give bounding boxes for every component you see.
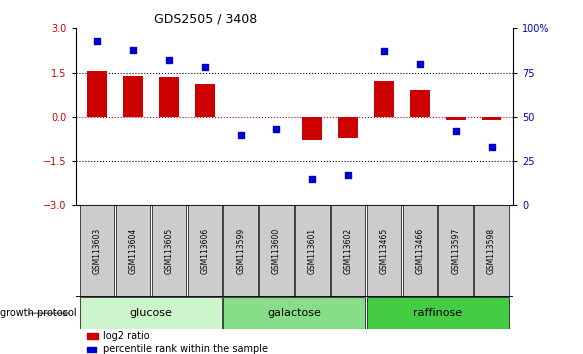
Bar (338, 117, 358, 138)
Bar (303, 117, 322, 140)
Point (451, 128, 461, 134)
Point (93, 38, 102, 44)
Text: GSM113603: GSM113603 (93, 228, 102, 274)
Point (128, 47, 138, 52)
Text: growth protocol: growth protocol (0, 308, 76, 318)
Point (236, 132, 245, 137)
Text: log2 ratio: log2 ratio (103, 331, 149, 341)
Bar (123, 75, 143, 117)
Bar (475, 205, 509, 297)
Bar (482, 117, 501, 120)
Point (164, 57, 174, 63)
Bar (331, 205, 366, 297)
Bar (159, 77, 179, 117)
Bar (446, 117, 466, 120)
Bar (188, 205, 222, 297)
Bar (116, 205, 150, 297)
Text: GSM113599: GSM113599 (236, 228, 245, 274)
Bar (80, 297, 222, 329)
Bar (195, 84, 215, 117)
Bar (223, 205, 258, 297)
Text: percentile rank within the sample: percentile rank within the sample (103, 344, 268, 354)
Text: GSM113602: GSM113602 (343, 228, 353, 274)
Bar (410, 90, 430, 117)
Text: GSM113597: GSM113597 (451, 228, 460, 274)
Point (380, 48, 389, 54)
Text: galactose: galactose (268, 308, 321, 318)
Bar (367, 205, 401, 297)
Point (308, 176, 317, 182)
Text: raffinose: raffinose (413, 308, 462, 318)
Text: GSM113601: GSM113601 (308, 228, 317, 274)
Point (487, 144, 496, 150)
Bar (295, 205, 329, 297)
Bar (80, 205, 114, 297)
Bar (152, 205, 186, 297)
Text: GDS2505 / 3408: GDS2505 / 3408 (154, 13, 258, 26)
Text: GSM113465: GSM113465 (380, 228, 388, 274)
Text: GSM113604: GSM113604 (129, 228, 138, 274)
Text: GSM113598: GSM113598 (487, 228, 496, 274)
Bar (223, 297, 366, 329)
Text: glucose: glucose (129, 308, 173, 318)
Bar (259, 205, 294, 297)
Text: GSM113466: GSM113466 (415, 228, 424, 274)
Point (343, 172, 353, 178)
Text: GSM113600: GSM113600 (272, 228, 281, 274)
Text: GSM113605: GSM113605 (164, 228, 174, 274)
Bar (438, 205, 473, 297)
Text: GSM113606: GSM113606 (201, 228, 209, 274)
Bar (87, 71, 107, 117)
Bar (403, 205, 437, 297)
Point (200, 64, 209, 70)
Bar (367, 297, 509, 329)
Bar (374, 81, 394, 117)
Point (272, 126, 281, 132)
Point (415, 61, 424, 67)
